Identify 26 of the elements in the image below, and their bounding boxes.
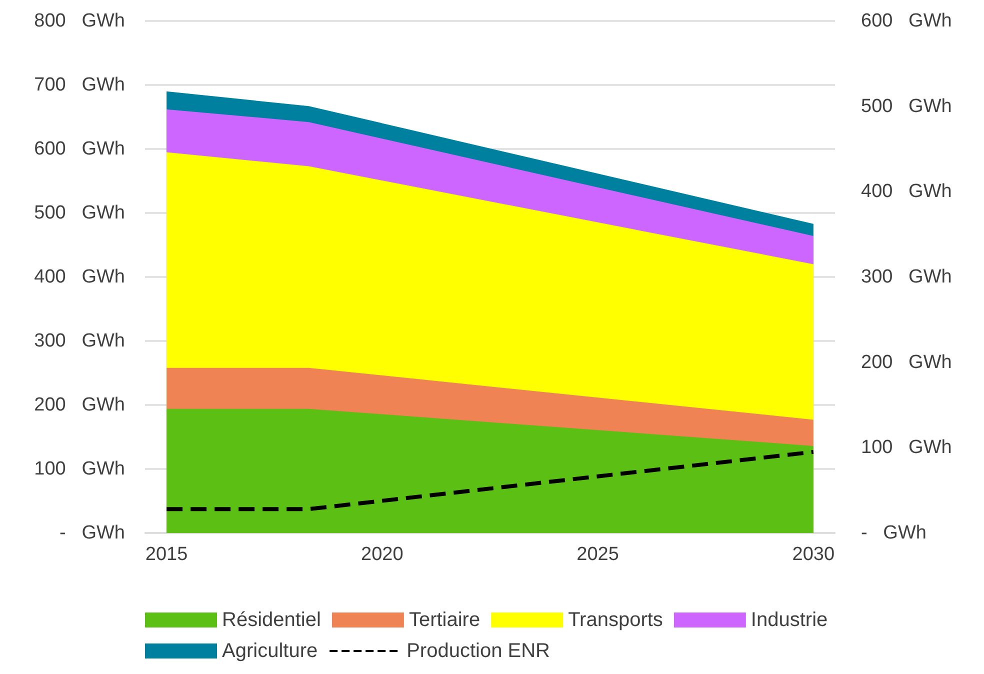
x-tick-label: 2030 <box>792 544 835 565</box>
x-tick-label: 2020 <box>361 544 404 565</box>
y2-tick-label: 400 GWh <box>861 181 952 202</box>
y2-tick-label: 200 GWh <box>861 352 952 373</box>
y-tick-label: 100 GWh <box>34 458 125 480</box>
legend-label: Tertiaire <box>408 609 480 631</box>
y2-tick-label: 600 GWh <box>861 10 952 32</box>
y-tick-label: 500 GWh <box>34 202 125 224</box>
y-tick-label: 300 GWh <box>34 330 125 352</box>
legend-label: Résidentiel <box>222 609 321 631</box>
y-tick-label: - GWh <box>60 522 125 544</box>
y2-tick-label: 100 GWh <box>861 437 952 458</box>
legend-label: Production ENR <box>406 640 550 662</box>
legend-label: Agriculture <box>222 640 318 662</box>
y2-tick-label: - GWh <box>861 522 926 544</box>
legend-label: Industrie <box>750 609 828 631</box>
y2-tick-label: 500 GWh <box>861 96 952 117</box>
y-tick-label: 600 GWh <box>34 138 125 160</box>
y-tick-label: 800 GWh <box>34 10 125 32</box>
x-tick-label: 2015 <box>145 544 188 565</box>
y-tick-label: 700 GWh <box>34 74 125 96</box>
y-tick-label: 400 GWh <box>34 266 125 288</box>
legend-label: Transports <box>568 609 663 631</box>
y-tick-label: 200 GWh <box>34 394 125 416</box>
y2-tick-label: 300 GWh <box>861 266 952 288</box>
x-tick-label: 2025 <box>576 544 619 565</box>
